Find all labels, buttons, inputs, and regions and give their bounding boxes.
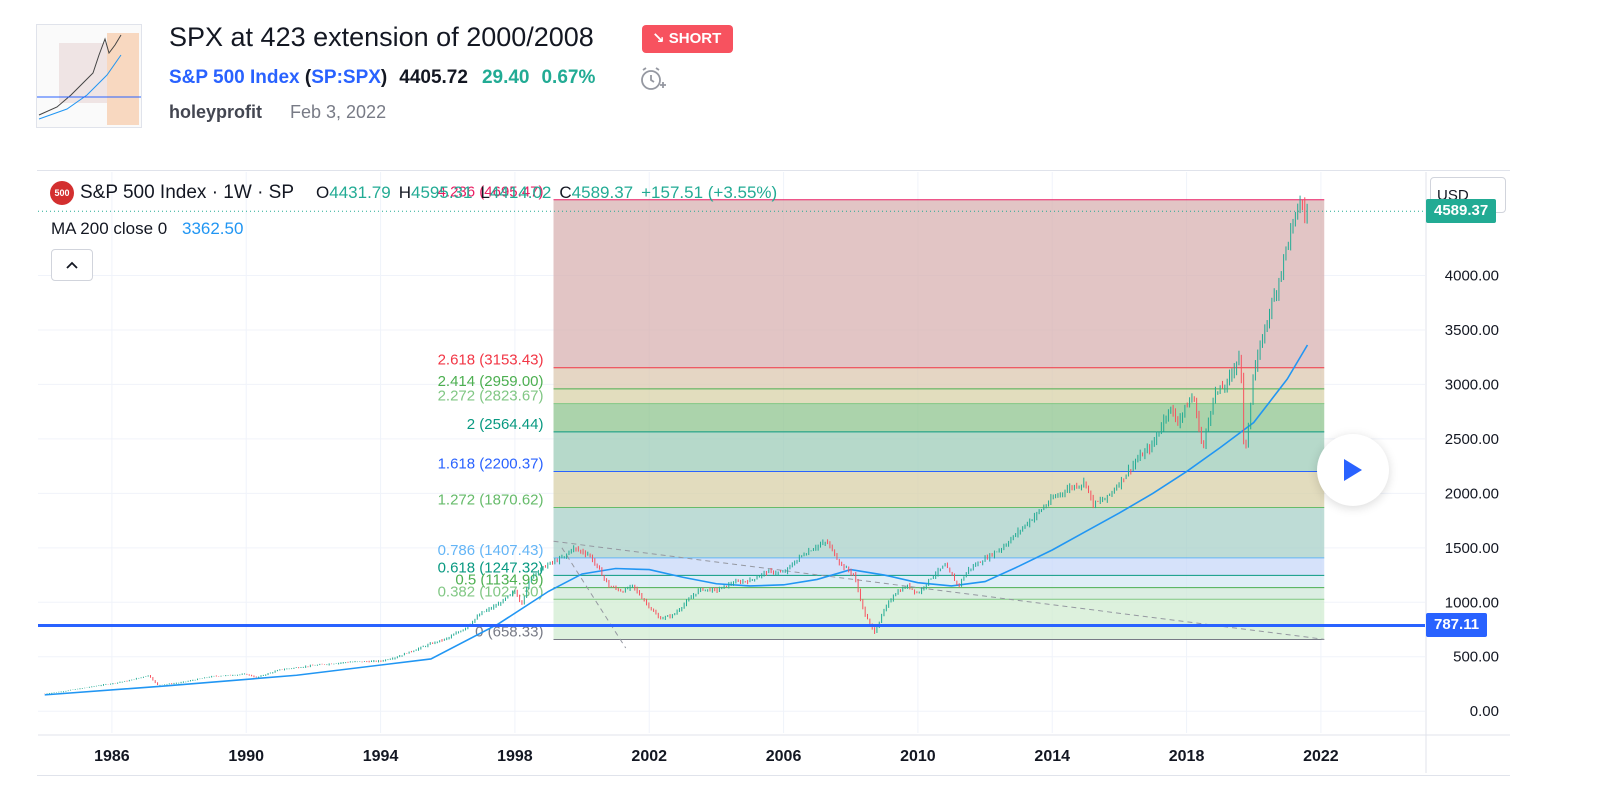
x-axis-tick-label: 1990 — [228, 748, 264, 765]
fib-level-label: 2 (2564.44) — [467, 416, 544, 433]
symbol-paren-close: ) — [380, 67, 388, 88]
fib-level-label: 2.414 (2959.00) — [438, 373, 544, 390]
x-axis-tick-label: 2010 — [900, 748, 936, 765]
y-axis-tick-label: 500.00 — [1453, 649, 1499, 666]
ma-legend-label: MA 200 close 0 — [51, 219, 168, 238]
symbol-paren-open: ( — [299, 67, 312, 88]
chart-frame — [37, 170, 1510, 776]
fib-zone — [553, 367, 1325, 389]
price-candles — [44, 195, 1308, 695]
chart-legend: 500 S&P 500 Index · 1W · SP O 4431.79 H … — [50, 181, 777, 205]
y-axis-tick-label: 2000.00 — [1445, 485, 1499, 502]
fib-zone — [553, 471, 1325, 508]
symbol-ticker-link[interactable]: SP:SPX — [311, 67, 381, 88]
legend-symbol-title[interactable]: S&P 500 Index · 1W · SP — [80, 182, 295, 203]
fib-zone — [553, 587, 1325, 600]
x-axis-tick-label: 2002 — [631, 748, 667, 765]
y-axis-tick-label: 1500.00 — [1445, 540, 1499, 557]
y-axis-tick-label: 2500.00 — [1445, 431, 1499, 448]
x-axis-tick-label: 2014 — [1034, 748, 1070, 765]
fib-zone — [553, 199, 1325, 368]
ma-legend[interactable]: MA 200 close 0 3362.50 — [51, 219, 243, 239]
legend-high-value: 4595.31 — [411, 183, 473, 202]
legend-low-value: 4414.02 — [489, 183, 552, 202]
legend-low-label: L — [480, 183, 490, 202]
play-icon — [1344, 459, 1362, 481]
short-badge: ↘ SHORT — [642, 25, 734, 53]
last-price-tag: 4589.37 — [1426, 199, 1497, 224]
symbol-name-link[interactable]: S&P 500 Index — [169, 67, 300, 88]
x-axis-tick-label: 1994 — [363, 748, 399, 765]
y-axis-tick-label: 0.00 — [1470, 703, 1499, 720]
sp500-logo-icon: 500 — [50, 181, 74, 205]
price-change-percent: 0.67% — [541, 67, 596, 88]
legend-high-label: H — [398, 183, 411, 202]
thumbnail-chart-image — [37, 33, 141, 125]
collapse-legend-button[interactable] — [51, 249, 93, 281]
y-axis-tick-label: 4000.00 — [1445, 267, 1499, 284]
fib-zone — [553, 599, 1325, 640]
fib-level-label: 0.786 (1407.43) — [438, 542, 544, 559]
play-button[interactable] — [1317, 434, 1389, 506]
fib-zone — [553, 388, 1325, 404]
legend-change: +157.51 (+3.55%) — [641, 183, 778, 202]
price-change: 29.40 — [481, 67, 530, 88]
fib-level-label: 2.272 (2823.67) — [438, 388, 544, 405]
fib-level-label: 1.272 (1870.62) — [438, 491, 544, 508]
fib-zone — [553, 575, 1325, 588]
fib-zone — [553, 431, 1325, 472]
publish-date: Feb 3, 2022 — [290, 102, 387, 122]
y-axis-tick-label: 1000.00 — [1445, 594, 1499, 611]
fib-zone — [553, 403, 1325, 432]
legend-close-value: 4589.37 — [571, 183, 634, 202]
last-price: 4405.72 — [399, 67, 468, 88]
x-axis-tick-label: 2022 — [1303, 748, 1339, 765]
x-axis-tick-label: 2006 — [766, 748, 802, 765]
fib-level-label: 0.618 (1247.32) — [438, 559, 544, 576]
y-axis-tick-label: 3000.00 — [1445, 376, 1499, 393]
legend-open-value: 4431.79 — [329, 183, 391, 202]
arrow-down-right-icon: ↘ — [652, 30, 665, 47]
author-link[interactable]: holeyprofit — [169, 102, 262, 122]
trend-line — [561, 547, 627, 649]
x-axis-tick-label: 1998 — [497, 748, 533, 765]
hline-price-tag: 787.11 — [1426, 613, 1488, 638]
x-axis-tick-label: 2018 — [1169, 748, 1205, 765]
idea-thumbnail[interactable] — [36, 24, 142, 128]
fib-level-label: 0.5 (1134.99) — [455, 572, 543, 589]
fib-level-label: 1.618 (2200.37) — [438, 456, 544, 473]
fib-level-label: 2.618 (3153.43) — [438, 352, 544, 369]
idea-title: SPX at 423 extension of 2000/2008 — [169, 22, 594, 52]
chevron-up-icon — [66, 261, 78, 269]
fib-level-label: 0.382 (1027.30) — [438, 584, 544, 601]
symbol-quote-line: S&P 500 Index ( SP:SPX ) 4405.72 29.40 0… — [169, 67, 595, 89]
x-axis-tick-label: 1986 — [94, 748, 130, 765]
trend-line — [553, 540, 1325, 640]
legend-close-label: C — [559, 183, 572, 202]
alarm-clock-plus-icon[interactable] — [638, 65, 668, 93]
legend-open-label: O — [316, 183, 330, 202]
short-badge-label: SHORT — [668, 30, 722, 47]
fib-zone — [553, 507, 1325, 558]
fib-level-label: 4.236 (4695.47) — [438, 184, 544, 201]
fib-zone — [553, 557, 1325, 576]
y-axis-tick-label: 3500.00 — [1445, 322, 1499, 339]
ma-legend-value: 3362.50 — [181, 219, 244, 238]
